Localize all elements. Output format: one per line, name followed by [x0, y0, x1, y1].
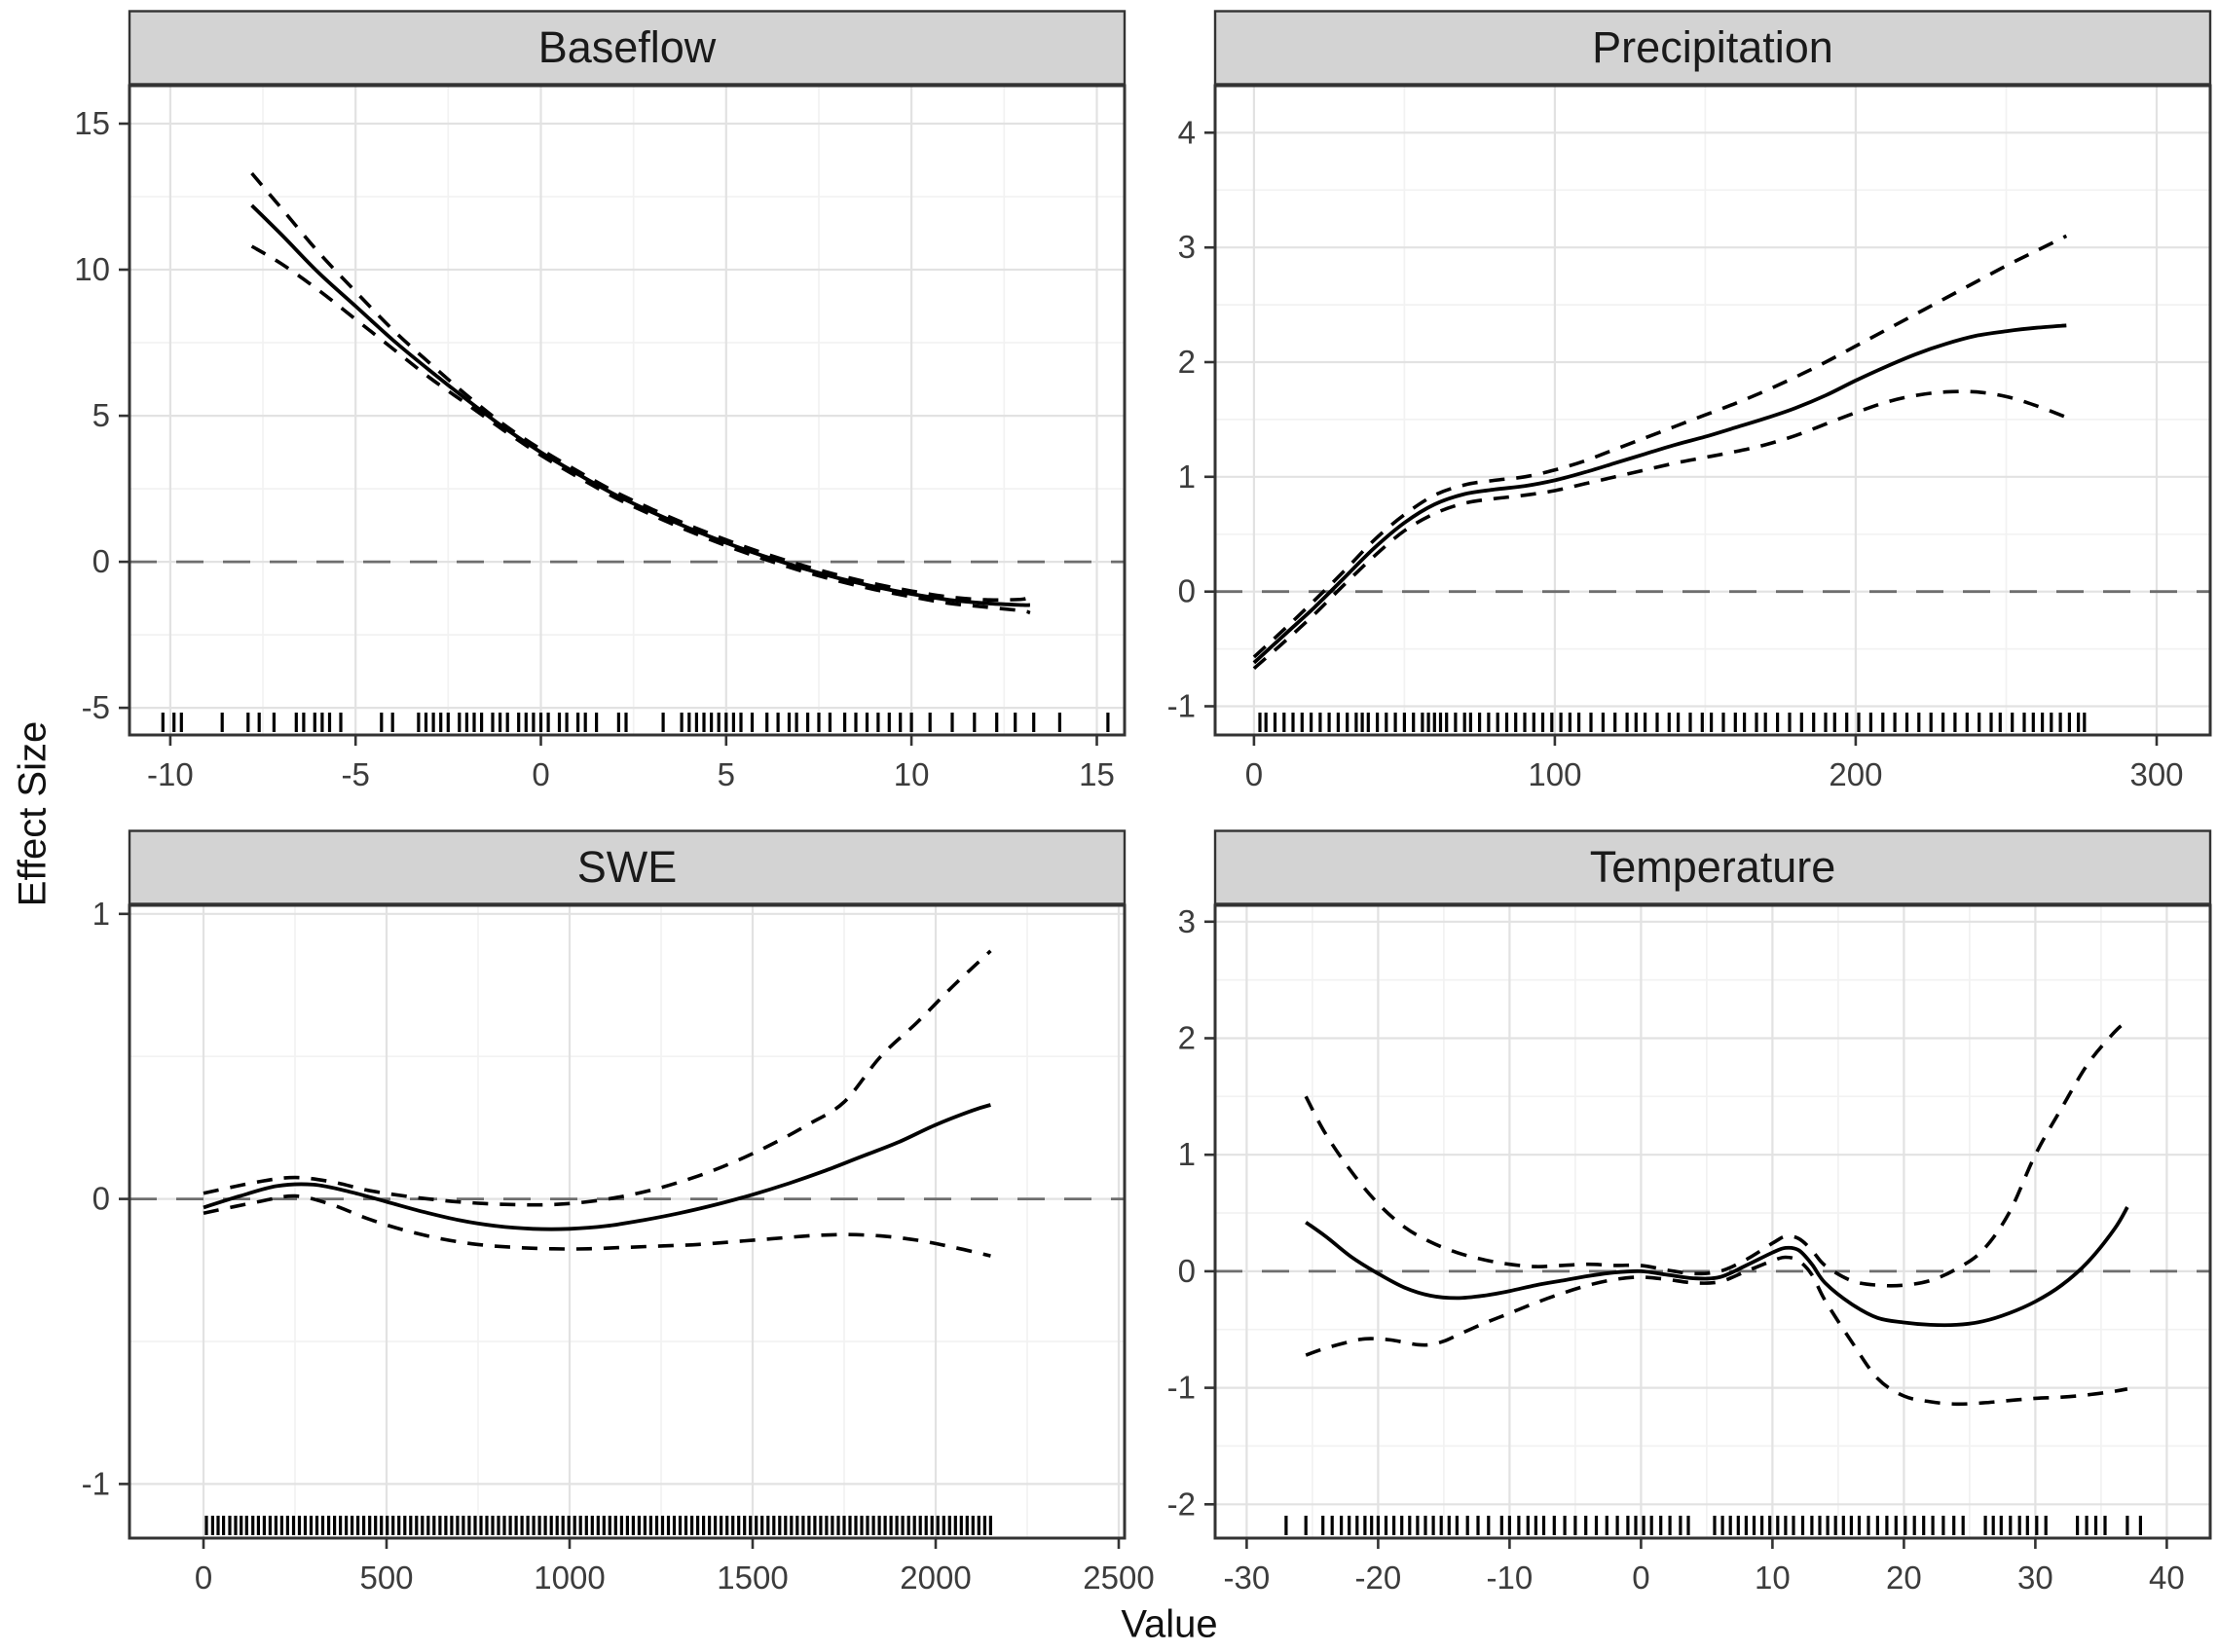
x-tick-label: 10	[1755, 1560, 1791, 1596]
y-tick-label: 10	[74, 251, 110, 287]
plot-background	[1215, 905, 2210, 1538]
x-axis-title: Value	[1121, 1602, 1218, 1646]
x-tick-label: -10	[147, 756, 194, 792]
x-tick-label: 100	[1528, 756, 1581, 792]
x-tick-label: 0	[1632, 1560, 1649, 1596]
upper-ci-curve	[1304, 1019, 2129, 1288]
panel-swe: 0 500 1000 1500 2000 2500 -1 0 1	[82, 829, 1155, 1596]
lower-ci-curve	[1252, 389, 2067, 671]
y-tick-label: -2	[1167, 1486, 1196, 1522]
panel-border	[1213, 84, 2212, 737]
panel-baseflow: -10 -5 0 5 10 15 -5 0 5 10 15	[74, 10, 1127, 792]
y-tick-label: 0	[92, 543, 110, 579]
lower-ci-curve	[203, 1193, 991, 1258]
y-tick-label: -1	[1167, 1370, 1196, 1406]
x-tick-label: 30	[2017, 1560, 2053, 1596]
x-tick-label: 5	[718, 756, 735, 792]
effect-estimate-curve	[1252, 323, 2067, 665]
upper-ci-curve	[203, 949, 992, 1207]
x-tick-label: 15	[1079, 756, 1115, 792]
x-tick-label: 300	[2129, 756, 2183, 792]
x-tick-label: 200	[1829, 756, 1882, 792]
y-tick-label: 4	[1178, 114, 1196, 150]
facet-strip	[1213, 10, 2212, 86]
plot-background	[1215, 86, 2210, 735]
y-tick-label: 2	[1178, 344, 1196, 380]
plot-background	[129, 86, 1125, 735]
y-tick-label: -1	[82, 1465, 110, 1501]
rug-marks	[161, 713, 1110, 732]
x-tick-label: 0	[195, 1560, 212, 1596]
x-tick-label: 1500	[717, 1560, 788, 1596]
y-tick-label: 0	[1178, 573, 1196, 609]
x-tick-label: 0	[1245, 756, 1263, 792]
panel-border	[128, 84, 1127, 737]
facet-strip	[1213, 829, 2212, 905]
y-tick-label: 1	[1178, 459, 1196, 495]
y-tick-label: 0	[1178, 1253, 1196, 1289]
panel-border	[128, 903, 1127, 1540]
rug-marks	[1258, 713, 2087, 732]
rug-marks	[204, 1516, 993, 1535]
x-tick-label: 0	[532, 756, 549, 792]
y-tick-label: 2	[1178, 1020, 1196, 1056]
y-tick-label: 3	[1178, 903, 1196, 939]
y-tick-label: -1	[1167, 688, 1196, 724]
effect-estimate-curve	[203, 1103, 991, 1231]
x-tick-label: -20	[1355, 1560, 1402, 1596]
y-tick-label: 1	[92, 896, 110, 932]
y-tick-label: -5	[82, 689, 110, 725]
rug-marks	[1284, 1516, 2143, 1535]
x-tick-label: 10	[894, 756, 930, 792]
x-tick-label: 2000	[900, 1560, 971, 1596]
x-tick-label: -10	[1487, 1560, 1534, 1596]
x-tick-label: -30	[1224, 1560, 1271, 1596]
x-tick-label: 20	[1886, 1560, 1922, 1596]
lower-ci-curve	[250, 244, 1031, 615]
panel-precipitation: 0 100 200 300 -1 0 1 2 3 4	[1167, 10, 2212, 792]
panel-border	[1213, 903, 2212, 1540]
y-tick-label: 15	[74, 105, 110, 141]
effect-estimate-curve	[1305, 1206, 2129, 1328]
x-tick-label: 500	[359, 1560, 413, 1596]
upper-ci-curve	[1252, 234, 2068, 659]
x-tick-label: 1000	[534, 1560, 605, 1596]
upper-ci-curve	[250, 171, 1032, 603]
y-tick-label: 0	[92, 1181, 110, 1217]
facet-strip	[128, 10, 1127, 86]
effect-estimate-curve	[250, 203, 1030, 607]
x-tick-label: -5	[342, 756, 370, 792]
x-tick-label: 2500	[1083, 1560, 1154, 1596]
y-tick-label: 3	[1178, 229, 1196, 265]
x-tick-label: 40	[2149, 1560, 2185, 1596]
facet-strip	[128, 829, 1127, 905]
y-tick-label: 5	[92, 397, 110, 433]
y-tick-label: 1	[1178, 1136, 1196, 1172]
